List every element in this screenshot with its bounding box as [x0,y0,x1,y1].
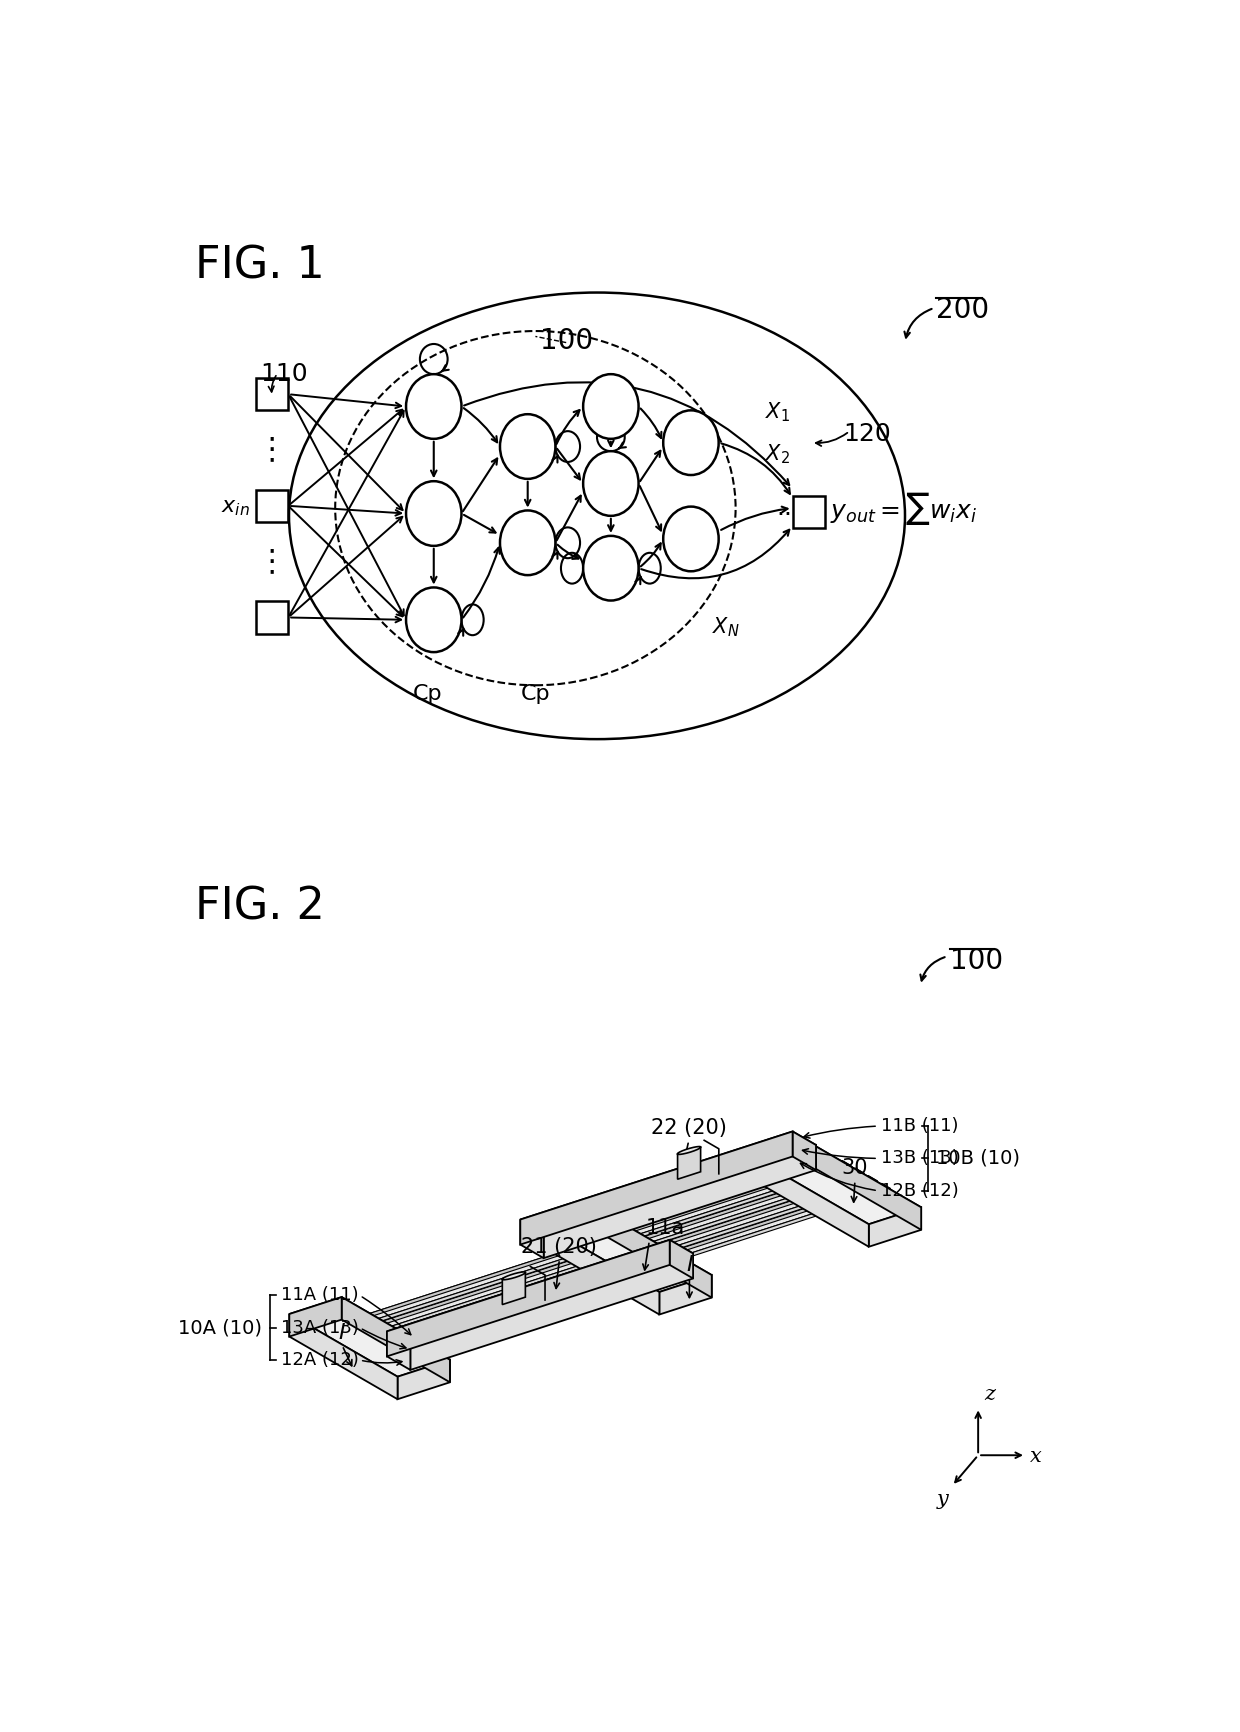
Polygon shape [551,1212,604,1252]
Polygon shape [410,1254,693,1370]
Text: 11B (11): 11B (11) [882,1117,959,1134]
Text: Cp: Cp [413,684,443,703]
Text: ⋮: ⋮ [257,435,288,464]
Ellipse shape [583,450,639,516]
Bar [255,378,288,410]
Ellipse shape [405,374,461,438]
Polygon shape [341,1173,864,1346]
Polygon shape [345,1176,868,1349]
Polygon shape [856,1167,864,1176]
Bar [792,495,825,528]
Polygon shape [358,1183,882,1356]
Polygon shape [521,1219,543,1257]
Bar [255,490,288,521]
Polygon shape [332,1167,856,1341]
Polygon shape [551,1230,660,1315]
Ellipse shape [405,481,461,546]
Polygon shape [813,1145,921,1230]
Text: z: z [985,1384,996,1403]
Text: $y_{out} = \sum w_i x_i$: $y_{out} = \sum w_i x_i$ [831,490,977,527]
Polygon shape [551,1212,712,1292]
Text: 100: 100 [539,327,593,355]
Polygon shape [332,1337,341,1346]
Polygon shape [387,1240,693,1346]
Polygon shape [760,1162,869,1247]
Polygon shape [367,1188,890,1361]
Polygon shape [387,1240,670,1356]
Polygon shape [543,1145,816,1257]
Polygon shape [842,1160,851,1169]
Ellipse shape [663,410,719,475]
Text: 12B (12): 12B (12) [882,1181,959,1200]
Ellipse shape [583,374,639,438]
Polygon shape [760,1145,813,1185]
Polygon shape [604,1212,712,1297]
Polygon shape [387,1332,410,1370]
Text: 11A (11): 11A (11) [280,1287,358,1304]
Text: I: I [686,1256,693,1275]
Polygon shape [327,1166,851,1339]
Polygon shape [677,1147,701,1179]
Text: x: x [1029,1448,1042,1467]
Text: 100: 100 [950,947,1003,975]
Polygon shape [398,1360,450,1399]
Polygon shape [319,1160,851,1335]
Text: 10B (10): 10B (10) [936,1148,1019,1167]
Text: $X_N$: $X_N$ [713,615,740,639]
Bar [255,601,288,634]
Text: 11a: 11a [646,1218,684,1238]
Polygon shape [319,1330,327,1339]
Text: I: I [339,1323,346,1342]
Text: $x_{in}$: $x_{in}$ [221,497,249,518]
Text: Cp: Cp [521,684,551,703]
Text: 13B (13): 13B (13) [882,1150,959,1167]
Text: $X_2$: $X_2$ [765,442,790,466]
Text: 110: 110 [260,362,308,386]
Ellipse shape [583,535,639,601]
Polygon shape [677,1147,701,1154]
Polygon shape [345,1346,353,1354]
Text: ⋮: ⋮ [257,547,288,575]
Ellipse shape [500,414,556,478]
Polygon shape [660,1275,712,1315]
Text: 12A (12): 12A (12) [280,1351,358,1368]
Text: $X_1$: $X_1$ [765,400,790,424]
Ellipse shape [500,511,556,575]
Polygon shape [289,1297,342,1337]
Polygon shape [319,1160,842,1334]
Polygon shape [521,1131,816,1233]
Ellipse shape [405,587,461,653]
Text: 10A (10): 10A (10) [179,1318,262,1337]
Text: 13A (13): 13A (13) [280,1318,358,1337]
Text: 200: 200 [936,296,990,324]
Text: 21 (20): 21 (20) [522,1237,598,1257]
Polygon shape [670,1240,693,1278]
Polygon shape [332,1167,864,1342]
Text: 120: 120 [843,423,892,445]
Polygon shape [342,1297,450,1382]
Polygon shape [358,1183,890,1358]
Polygon shape [502,1271,526,1304]
Polygon shape [882,1183,890,1192]
Polygon shape [289,1315,398,1399]
Polygon shape [353,1181,877,1354]
Text: FIG. 2: FIG. 2 [195,885,325,928]
Ellipse shape [663,506,719,572]
Polygon shape [760,1145,921,1225]
Polygon shape [869,1207,921,1247]
Polygon shape [358,1353,367,1361]
Polygon shape [345,1176,877,1351]
Text: FIG. 1: FIG. 1 [195,244,325,288]
Polygon shape [521,1131,792,1245]
Text: y: y [936,1490,949,1509]
Polygon shape [868,1176,877,1185]
Text: ...: ... [776,495,800,520]
Polygon shape [792,1131,816,1171]
Text: 22 (20): 22 (20) [651,1119,727,1138]
Text: 30: 30 [842,1159,868,1178]
Polygon shape [289,1297,450,1377]
Polygon shape [502,1271,526,1280]
